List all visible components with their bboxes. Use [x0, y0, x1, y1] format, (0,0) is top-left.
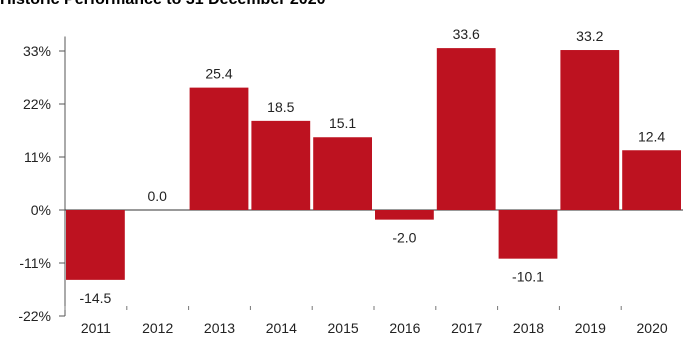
data-label-2020: 12.4: [638, 128, 665, 144]
bar-2015: [313, 137, 372, 210]
y-tick-label: 33%: [23, 43, 51, 59]
x-tick-label: 2018: [513, 320, 544, 336]
x-axis: 2011 2012 2013 2014 2015 2016 2017 2018 2019 2020: [64, 306, 668, 336]
data-labels: -14.5 0.0 25.4 18.5 15.1 -2.0 33.6 -10.1 33.2 12.…: [79, 26, 665, 306]
y-tick-label: -11%: [19, 255, 51, 271]
bar-2014: [251, 120, 311, 210]
x-tick-label: 2017: [451, 320, 482, 336]
data-label-2018: -10.1: [512, 269, 544, 285]
data-label-2013: 25.4: [205, 66, 232, 82]
x-tick-label: 2012: [142, 320, 173, 336]
data-label-2014: 18.5: [267, 99, 294, 115]
data-label-2011: -14.5: [79, 290, 111, 306]
y-tick-label: 0%: [31, 202, 51, 218]
data-label-2012: 0.0: [147, 188, 167, 204]
bar-2011: [66, 210, 125, 280]
x-tick-label: 2015: [328, 320, 359, 336]
x-tick-label: 2013: [204, 320, 235, 336]
y-tick-label: 11%: [24, 149, 51, 165]
data-label-2019: 33.2: [576, 28, 603, 44]
bar-2019: [560, 50, 620, 210]
x-tick-label: 2014: [266, 320, 297, 336]
bar-2018: [498, 210, 558, 259]
y-tick-label: 22%: [23, 96, 51, 112]
data-label-2016: -2.0: [392, 230, 416, 246]
x-tick-label: 2020: [637, 320, 668, 336]
data-label-2015: 15.1: [329, 115, 356, 131]
chart-title: Historic Performance to 31 December 2020: [0, 0, 683, 9]
bar-2016: [375, 210, 434, 220]
x-tick-label: 2016: [389, 320, 420, 336]
bar-2020: [622, 150, 681, 210]
data-label-2017: 33.6: [453, 26, 480, 42]
y-axis: -22% -11% 0% 11% 22% 33%: [18, 36, 683, 324]
x-tick-label: 2019: [575, 320, 606, 336]
bars: [66, 48, 681, 280]
x-tick-label: 2011: [81, 320, 111, 336]
bar-2013: [189, 87, 249, 210]
y-tick-label: -22%: [18, 308, 51, 324]
bar-2017: [436, 48, 496, 210]
